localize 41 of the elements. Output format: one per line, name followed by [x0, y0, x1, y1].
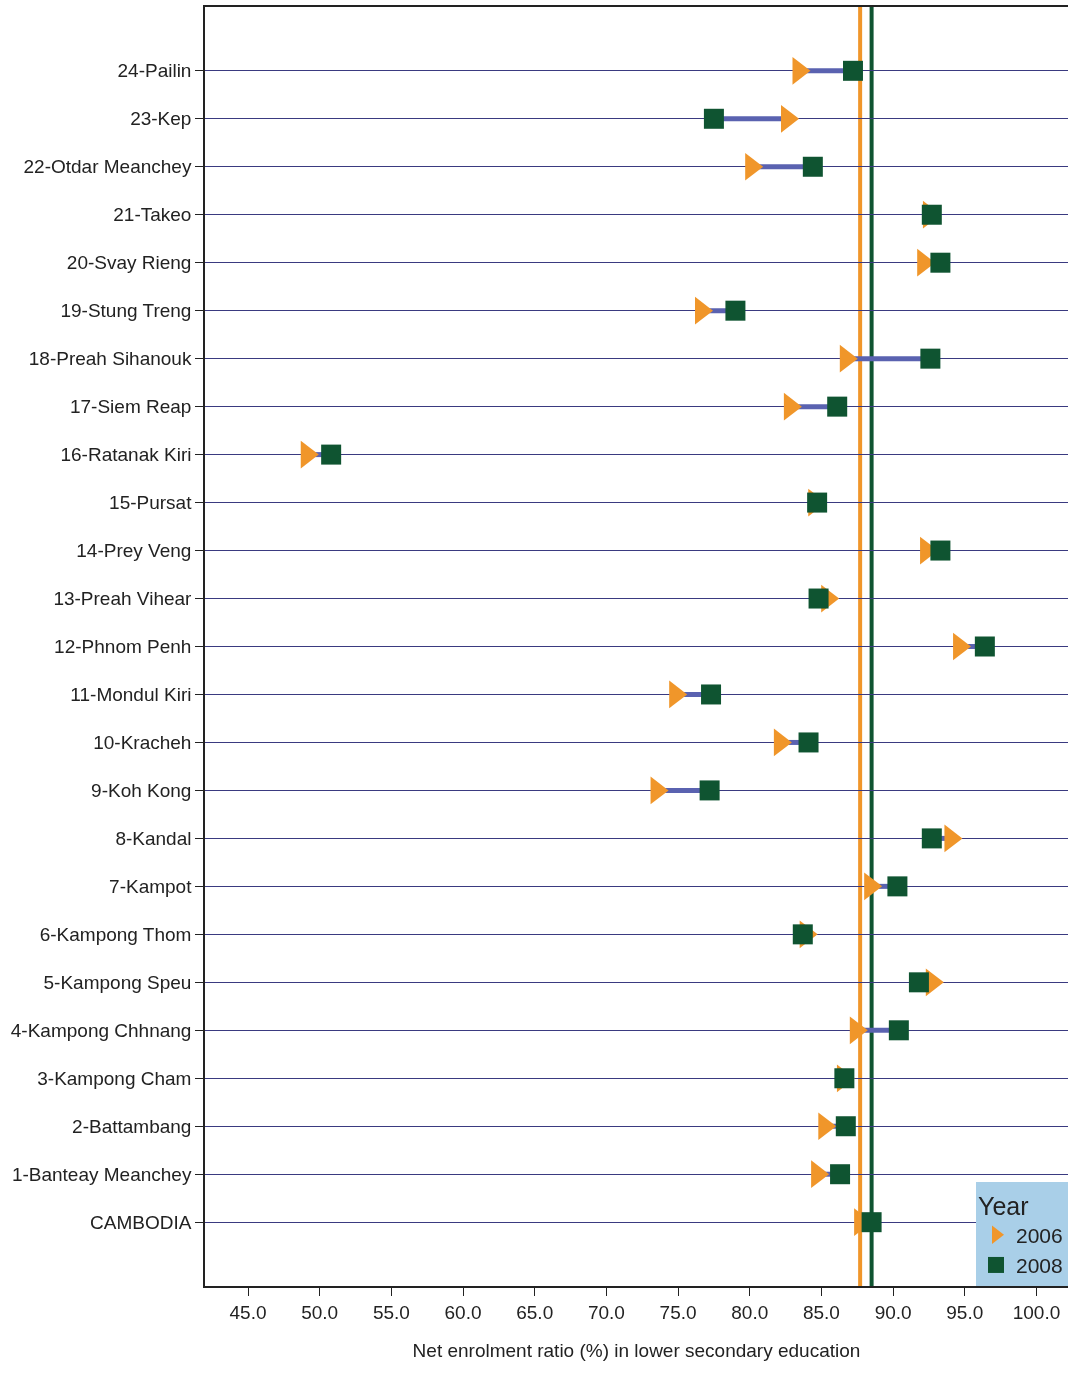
x-tick-label: 95.0 — [946, 1301, 984, 1323]
legend-label: 2008 — [1016, 1254, 1063, 1278]
y-tick-label: 15-Pursat — [109, 492, 193, 514]
x-tick-label: 90.0 — [874, 1301, 912, 1323]
y-tick-label: 16-Ratanak Kiri — [60, 444, 192, 466]
y-tick-label: 17-Siem Reap — [70, 396, 192, 418]
x-tick-label: 60.0 — [444, 1301, 482, 1323]
y-tick-label: 11-Mondul Kiri — [70, 684, 192, 706]
y-tick-label: 3-Kampong Cham — [37, 1067, 192, 1089]
y-tick-label: 23-Kep — [130, 108, 192, 130]
x-tick-label: 70.0 — [587, 1301, 625, 1323]
y-tick-label: 8-Kandal — [115, 828, 192, 850]
y-tick-label: 14-Prey Veng — [76, 540, 192, 562]
x-tick-label: 55.0 — [372, 1301, 410, 1323]
y-tick-label: 6-Kampong Thom — [39, 924, 192, 945]
y-tick-label: 19-Stung Treng — [60, 300, 192, 322]
y-tick-label: 22-Otdar Meanchey — [23, 156, 192, 178]
y-tick-label: 2-Battambang — [72, 1115, 192, 1137]
x-tick-label: 100.0 — [1012, 1301, 1061, 1323]
y-tick-label: 1-Banteay Meanchey — [11, 1163, 192, 1185]
x-tick-label: 45.0 — [229, 1301, 267, 1323]
y-tick-label: 13-Preah Vihear — [53, 588, 193, 610]
x-tick-label: 75.0 — [659, 1301, 697, 1323]
y-tick-label: 21-Takeo — [113, 204, 192, 226]
x-tick-label: 80.0 — [731, 1301, 769, 1323]
y-tick-label: 5-Kampong Speu — [43, 971, 192, 993]
x-axis-title: Net enrolment ratio (%) in lower secondary education — [412, 1339, 861, 1361]
legend-label: 2006 — [1016, 1223, 1063, 1247]
x-tick-label: 50.0 — [301, 1301, 339, 1323]
y-tick-label: 18-Preah Sihanouk — [28, 348, 192, 370]
y-tick-label: 7-Kampot — [109, 876, 193, 898]
y-tick-label: 24-Pailin — [117, 60, 192, 82]
y-tick-label: 12-Phnom Penh — [54, 636, 192, 658]
x-tick-label: 85.0 — [802, 1301, 840, 1323]
x-tick-label: 65.0 — [516, 1301, 554, 1323]
y-tick-label: 4-Kampong Chhnang — [10, 1019, 192, 1041]
y-tick-label: CAMBODIA — [90, 1211, 192, 1233]
y-tick-label: 9-Koh Kong — [91, 780, 192, 802]
legend-title: Year — [978, 1191, 1029, 1220]
y-tick-label: 20-Svay Rieng — [66, 252, 192, 274]
y-tick-label: 10-Kracheh — [93, 732, 192, 754]
